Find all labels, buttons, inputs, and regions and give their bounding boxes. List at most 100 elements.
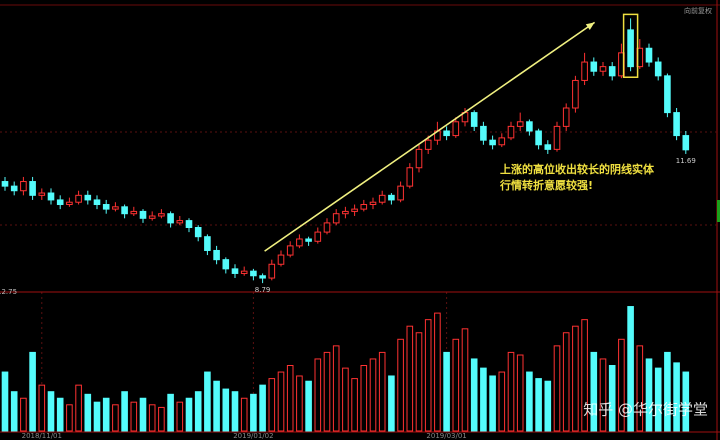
- volume-bar: [268, 378, 276, 432]
- volume-bar: [231, 391, 239, 432]
- volume-bar: [480, 367, 487, 432]
- volume-axis-label: 12.75: [0, 288, 17, 296]
- candle-body: [378, 194, 386, 203]
- volume-bar: [590, 351, 598, 432]
- x-tick-label: 2019/01/02: [233, 432, 273, 440]
- volume-bar: [185, 397, 193, 432]
- candle-body: [332, 213, 340, 224]
- volume-bar: [572, 325, 579, 432]
- candle-body: [572, 79, 579, 109]
- volume-bar: [618, 338, 625, 432]
- last-price-label: 11.69: [676, 157, 696, 165]
- volume-bar: [305, 380, 312, 432]
- volume-bar: [562, 332, 570, 432]
- candle-body: [66, 201, 73, 206]
- candle-body: [259, 275, 266, 279]
- candle-body: [204, 236, 211, 251]
- candle-body: [489, 139, 496, 146]
- volume-bar: [608, 365, 616, 432]
- annotation-text: 行情转折意愿较强!: [499, 178, 593, 192]
- volume-bar: [378, 351, 386, 432]
- volume-bar: [56, 397, 64, 432]
- volume-bar: [526, 371, 533, 432]
- volume-bar: [397, 338, 404, 432]
- candle-body: [443, 130, 450, 137]
- candle-body: [682, 135, 690, 151]
- volume-bar: [452, 338, 460, 432]
- volume-bar: [489, 375, 496, 432]
- volume-bar: [38, 384, 46, 432]
- candle-body: [599, 66, 607, 72]
- volume-bar: [507, 351, 515, 432]
- candle-body: [305, 238, 312, 242]
- volume-bar: [112, 404, 119, 432]
- candle-body: [388, 194, 395, 201]
- candle-body: [480, 125, 487, 141]
- adjust-label: 向前复权: [684, 6, 712, 15]
- volume-bar: [544, 380, 552, 432]
- candle-body: [424, 139, 432, 150]
- candle-body: [38, 192, 46, 196]
- candle-body: [645, 47, 653, 63]
- volume-bar: [581, 319, 588, 432]
- volume-bar: [664, 351, 671, 432]
- volume-bar: [599, 358, 607, 432]
- volume-bar: [167, 393, 174, 432]
- watermark: 知乎 @华尔街学堂: [583, 401, 708, 419]
- volume-bar: [645, 358, 653, 432]
- volume-bar: [369, 358, 377, 432]
- volume-bar: [130, 401, 138, 432]
- candle-body: [176, 220, 184, 224]
- candle-body: [130, 210, 138, 215]
- candle-body: [544, 144, 552, 150]
- candle-body: [112, 206, 119, 210]
- volume-bar: [535, 378, 542, 432]
- volume-bar: [93, 401, 101, 432]
- candle-body: [452, 121, 460, 137]
- volume-bar: [682, 371, 690, 432]
- candle-body: [194, 226, 202, 238]
- candle-body: [277, 254, 285, 265]
- candle-body: [75, 194, 82, 203]
- candle-body: [20, 181, 27, 192]
- candle-body: [29, 181, 36, 196]
- volume-bar: [148, 404, 156, 432]
- volume-bar: [20, 397, 27, 432]
- volume-bar: [222, 388, 230, 432]
- volume-bar: [443, 351, 450, 432]
- candle-body: [516, 121, 524, 127]
- candle-body: [102, 204, 110, 210]
- candle-body: [553, 125, 561, 150]
- candle-body: [314, 231, 322, 242]
- x-tick-label: 2018/11/01: [22, 432, 62, 440]
- volume-bar: [121, 391, 128, 432]
- candle-body: [10, 185, 18, 192]
- candle-body: [673, 112, 680, 137]
- candle-body: [581, 61, 588, 81]
- volume-bar: [139, 397, 147, 432]
- volume-bar: [388, 375, 395, 432]
- volume-bar: [47, 391, 55, 432]
- candle-body: [507, 125, 515, 139]
- volume-bar: [158, 406, 165, 432]
- candle-body: [664, 75, 671, 114]
- candle-body: [84, 194, 92, 201]
- volume-bar: [424, 319, 432, 432]
- volume-bar: [553, 345, 561, 432]
- volume-bar: [102, 397, 110, 432]
- candle-body: [286, 245, 294, 256]
- candle-body: [415, 148, 423, 169]
- volume-bar: [498, 371, 506, 432]
- low-price-label: 8.79: [255, 286, 271, 294]
- candle-body: [139, 210, 147, 219]
- candle-body: [185, 220, 193, 228]
- candle-body: [608, 66, 616, 77]
- volume-bar: [66, 404, 73, 432]
- candle-body: [369, 201, 377, 206]
- x-tick-label: 2019/03/01: [426, 432, 466, 440]
- candle-body: [351, 208, 358, 212]
- volume-bar: [277, 371, 285, 432]
- candle-body: [590, 61, 598, 72]
- candle-body: [406, 167, 414, 187]
